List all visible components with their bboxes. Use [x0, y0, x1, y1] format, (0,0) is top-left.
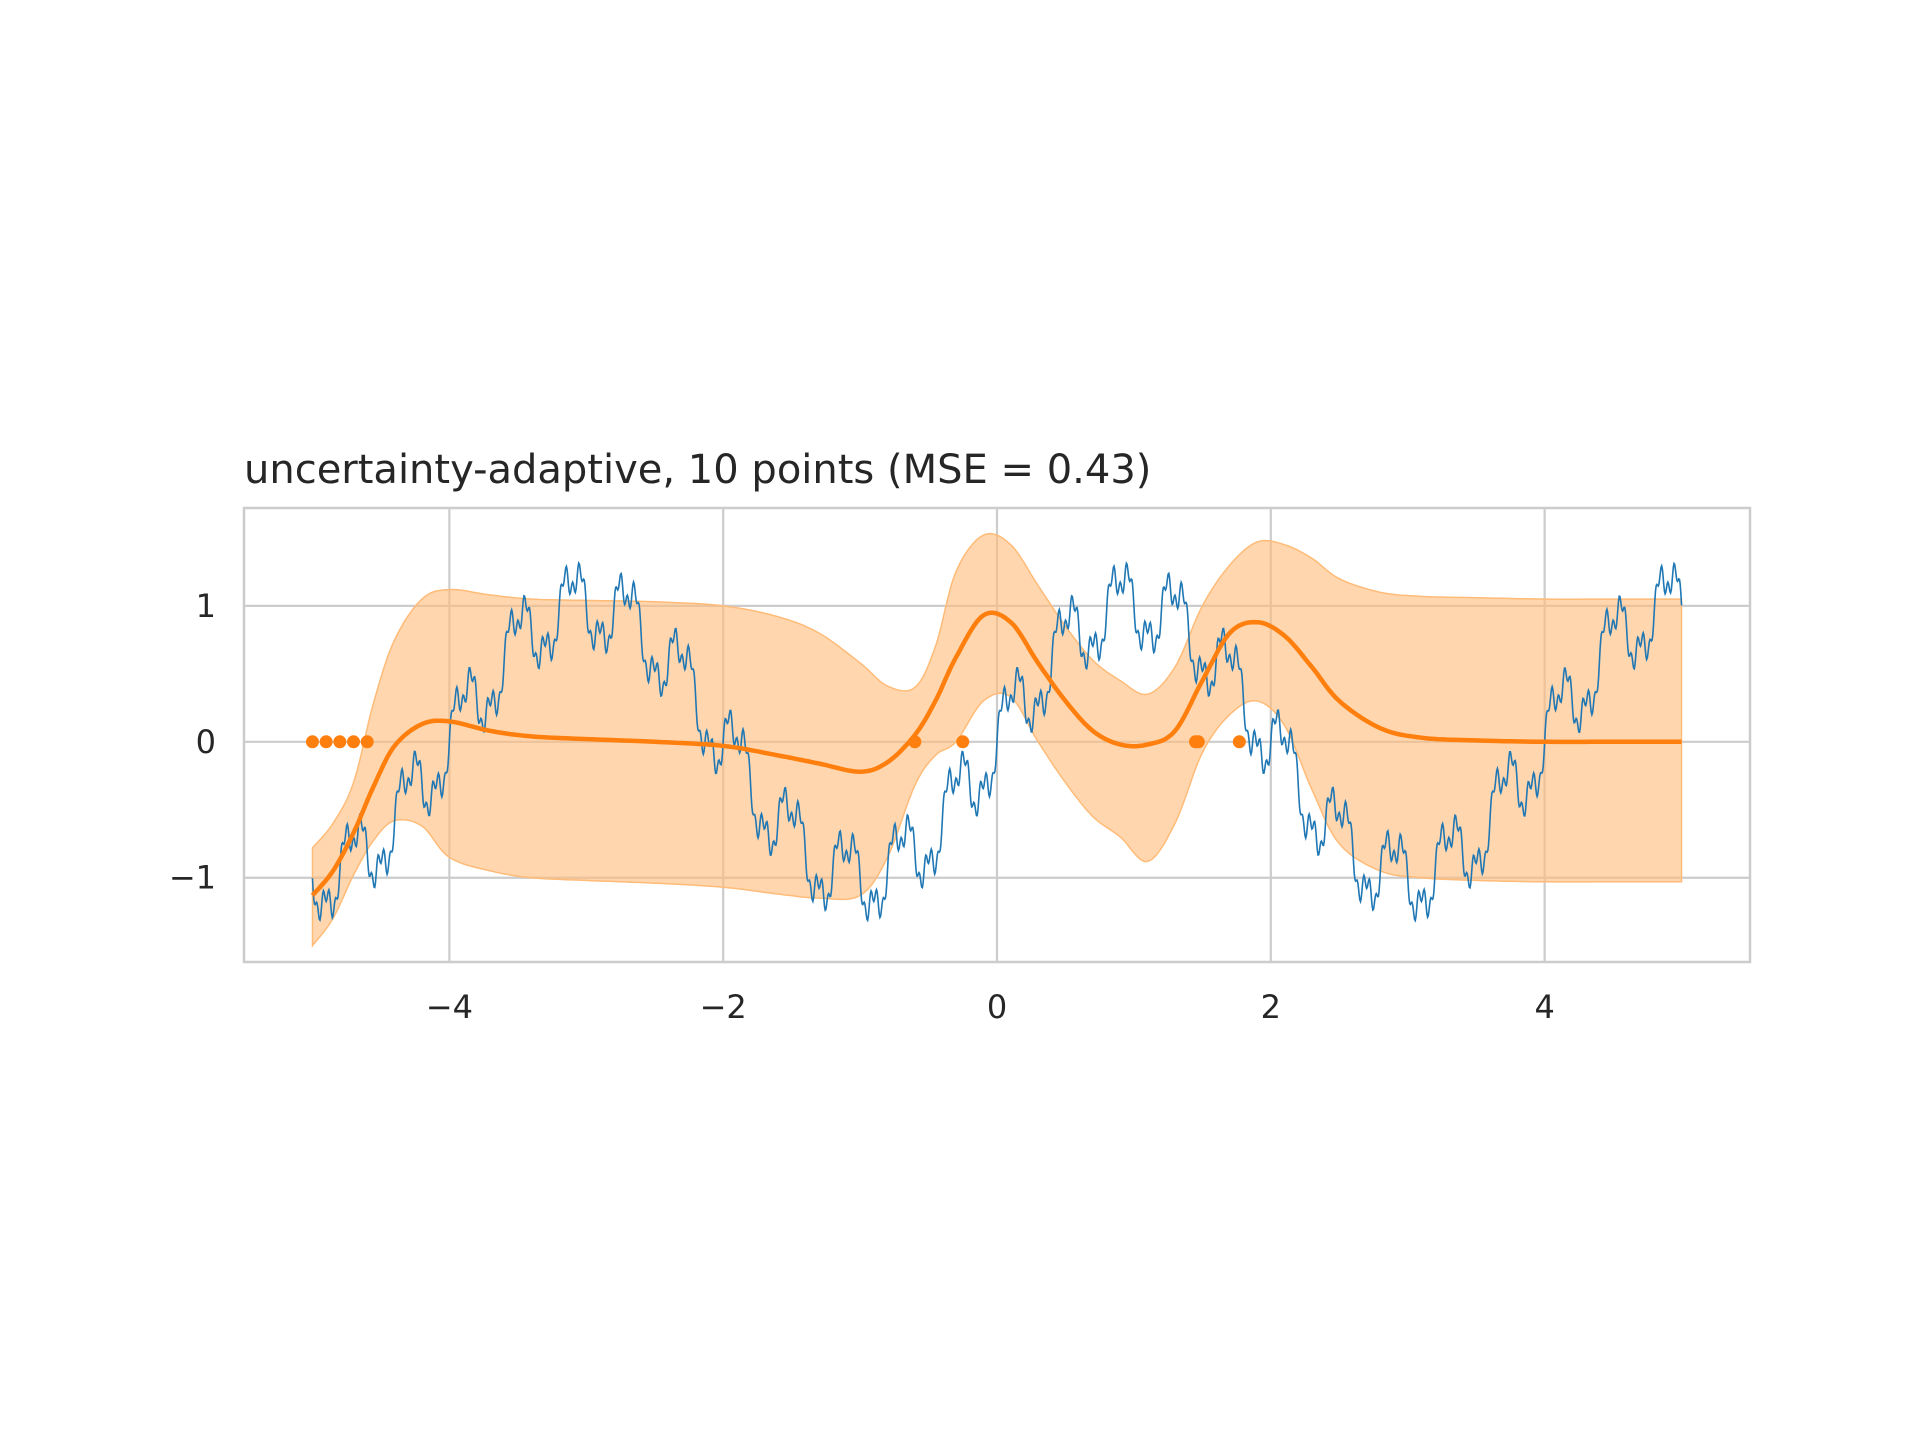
observed-point	[956, 735, 970, 749]
x-tick-label: 2	[1261, 988, 1281, 1026]
x-tick-label: −4	[426, 988, 473, 1026]
y-axis-ticks: −1 0 1	[169, 587, 216, 897]
observed-point	[908, 735, 922, 749]
observed-point	[347, 735, 361, 749]
observed-point	[319, 735, 333, 749]
observed-point	[1232, 735, 1246, 749]
x-tick-label: 0	[987, 988, 1007, 1026]
observed-point	[333, 735, 347, 749]
confidence-band	[311, 532, 1683, 949]
chart-title: uncertainty-adaptive, 10 points (MSE = 0…	[244, 447, 1151, 493]
plot-frame	[242, 506, 1752, 964]
observed-point	[360, 735, 374, 749]
prediction-mean-line	[310, 610, 1682, 897]
y-tick-label: 0	[196, 723, 216, 761]
x-tick-label: 4	[1534, 988, 1554, 1026]
observed-point	[305, 735, 319, 749]
true-function-line	[311, 560, 1683, 923]
y-tick-label: −1	[169, 859, 216, 897]
x-axis-ticks: −4 −2 0 2 4	[426, 988, 1555, 1026]
y-tick-label: 1	[196, 587, 216, 625]
plot-area	[242, 506, 1752, 964]
observed-point	[1191, 735, 1205, 749]
x-tick-label: −2	[700, 988, 747, 1026]
observed-points	[305, 735, 1246, 749]
